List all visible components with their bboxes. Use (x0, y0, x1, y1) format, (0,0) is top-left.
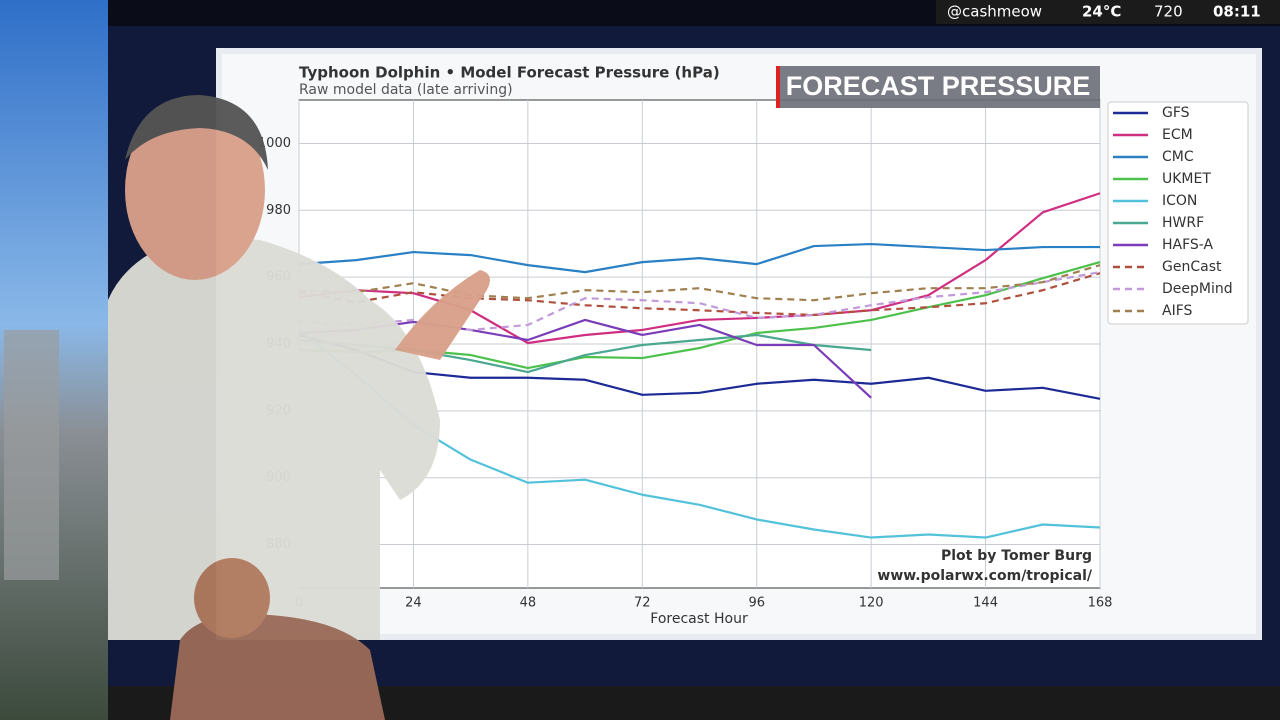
legend-label: GFS (1162, 105, 1190, 121)
legend-label: UKMET (1162, 171, 1211, 187)
series-line (298, 264, 1101, 302)
clock: 08:11 (1213, 3, 1261, 21)
credit-url: www.polarwx.com/tropical/ (877, 568, 1092, 584)
legend-label: ECM (1162, 127, 1193, 143)
x-tick-label: 120 (859, 596, 884, 611)
legend-label: GenCast (1162, 259, 1222, 275)
legend-label: AIFS (1162, 303, 1193, 319)
presenter (108, 95, 490, 720)
x-tick-label: 96 (748, 596, 765, 611)
x-tick-label: 72 (634, 596, 651, 611)
plot: 8809009209409609801000024487296120144168… (258, 99, 1249, 611)
guest-shirt (170, 614, 385, 720)
status-bar (936, 0, 1280, 24)
hair (125, 95, 268, 170)
chart-subtitle: Raw model data (late arriving) (299, 82, 513, 98)
y-tick-label: 1000 (258, 136, 291, 151)
legend-label: ICON (1162, 193, 1197, 209)
hand (395, 270, 490, 360)
guest-head (194, 558, 270, 638)
chart-title: Typhoon Dolphin • Model Forecast Pressur… (299, 64, 720, 82)
x-tick-label: 48 (520, 596, 537, 611)
x-tick-label: 24 (405, 596, 422, 611)
banner-accent (776, 66, 780, 108)
series-line (298, 272, 1101, 317)
handle: @cashmeow (947, 3, 1042, 21)
building (4, 330, 59, 580)
legend-label: DeepMind (1162, 281, 1233, 297)
shirt (108, 235, 440, 640)
head (125, 100, 265, 280)
x-tick-label: 144 (973, 596, 998, 611)
legend-label: HAFS-A (1162, 237, 1214, 253)
series-line (298, 242, 1100, 274)
temperature: 24°C (1082, 3, 1121, 21)
x-tick-label: 168 (1088, 596, 1113, 611)
series-line (298, 192, 1101, 345)
x-axis-label: Forecast Hour (650, 611, 748, 627)
legend-label: CMC (1162, 149, 1194, 165)
legend-label: HWRF (1162, 215, 1204, 231)
banner-bg (776, 66, 1100, 108)
banner-text: FORECAST PRESSURE (786, 71, 1091, 101)
credit: Plot by Tomer Burg (941, 548, 1092, 564)
y-tick-label: 980 (266, 203, 291, 218)
resolution: 720 (1154, 3, 1183, 21)
series-line (298, 333, 1101, 400)
